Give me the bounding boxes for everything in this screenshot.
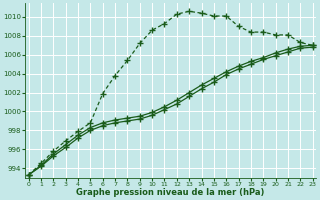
X-axis label: Graphe pression niveau de la mer (hPa): Graphe pression niveau de la mer (hPa): [76, 188, 265, 197]
